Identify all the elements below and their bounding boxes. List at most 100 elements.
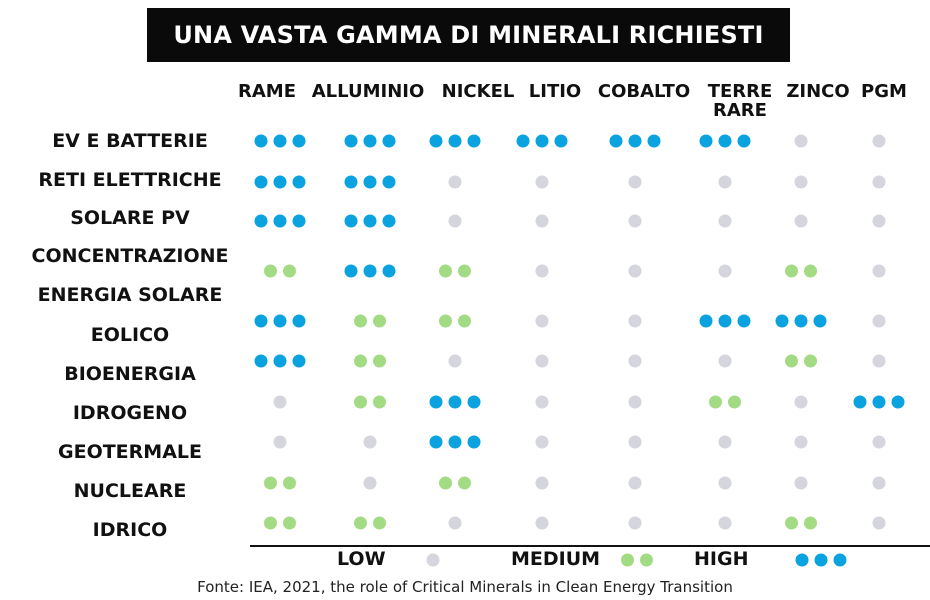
dot-cell: [354, 395, 386, 409]
level-dot: [264, 476, 277, 490]
level-dot: [273, 395, 287, 409]
level-dot: [344, 134, 358, 148]
dot-cell: [872, 175, 886, 189]
level-dot: [794, 314, 808, 328]
dot-cell: [448, 175, 462, 189]
level-dot: [273, 354, 287, 368]
level-dot: [254, 134, 268, 148]
level-dot: [647, 134, 661, 148]
dot-cell: [439, 314, 471, 328]
dot-cell: [718, 476, 732, 490]
level-dot: [448, 134, 462, 148]
dot-cell: [344, 175, 396, 189]
dot-cell: [273, 435, 287, 449]
level-dot: [628, 264, 642, 278]
level-dot: [373, 395, 386, 409]
legend-dot: [833, 553, 847, 567]
level-dot: [363, 134, 377, 148]
legend-dots: [795, 553, 847, 567]
level-dot: [344, 214, 358, 228]
dot-cell: [872, 134, 886, 148]
level-dot: [382, 134, 396, 148]
level-dot: [718, 314, 732, 328]
level-dot: [718, 214, 732, 228]
level-dot: [467, 395, 481, 409]
level-dot: [628, 175, 642, 189]
level-dot: [273, 175, 287, 189]
dot-cell: [709, 395, 741, 409]
column-header: NICKEL: [441, 81, 515, 102]
dot-cell: [628, 264, 642, 278]
dot-cell: [628, 516, 642, 530]
level-dot: [628, 395, 642, 409]
dot-cell: [344, 134, 396, 148]
level-dot: [718, 435, 732, 449]
level-dot: [448, 354, 462, 368]
dot-cell: [794, 214, 808, 228]
level-dot: [363, 264, 377, 278]
level-dot: [628, 314, 642, 328]
dot-cell: [628, 435, 642, 449]
dot-cell: [794, 175, 808, 189]
level-dot: [439, 264, 452, 278]
dot-cell: [439, 476, 471, 490]
legend-dots: [621, 553, 653, 567]
dot-cell: [718, 516, 732, 530]
level-dot: [737, 314, 751, 328]
dot-cell: [628, 354, 642, 368]
level-dot: [354, 354, 367, 368]
level-dot: [382, 175, 396, 189]
level-dot: [535, 214, 549, 228]
level-dot: [273, 435, 287, 449]
level-dot: [448, 516, 462, 530]
dot-cell: [363, 476, 377, 490]
level-dot: [448, 175, 462, 189]
column-header: COBALTO: [597, 81, 691, 102]
row-label: EV E BATTERIE: [52, 130, 208, 152]
column-header: PGM: [861, 81, 907, 102]
dot-cell: [794, 476, 808, 490]
bottom-rule: [250, 545, 930, 547]
level-dot: [354, 516, 367, 530]
level-dot: [628, 476, 642, 490]
level-dot: [785, 354, 798, 368]
dot-cell: [448, 354, 462, 368]
dot-cell: [872, 264, 886, 278]
level-dot: [264, 516, 277, 530]
level-dot: [254, 175, 268, 189]
dot-cell: [535, 314, 549, 328]
dot-cell: [273, 395, 287, 409]
level-dot: [283, 476, 296, 490]
level-dot: [535, 264, 549, 278]
level-dot: [737, 134, 751, 148]
dot-cell: [718, 175, 732, 189]
level-dot: [354, 395, 367, 409]
level-dot: [292, 134, 306, 148]
level-dot: [728, 395, 741, 409]
level-dot: [628, 435, 642, 449]
dot-cell: [264, 264, 296, 278]
dot-cell: [439, 264, 471, 278]
level-dot: [718, 264, 732, 278]
level-dot: [813, 314, 827, 328]
level-dot: [872, 314, 886, 328]
dot-cell: [699, 134, 751, 148]
column-header: LITIO: [528, 81, 582, 102]
dot-cell: [254, 214, 306, 228]
level-dot: [718, 516, 732, 530]
dot-cell: [718, 354, 732, 368]
level-dot: [292, 214, 306, 228]
level-dot: [535, 476, 549, 490]
dot-cell: [516, 134, 568, 148]
dot-cell: [628, 175, 642, 189]
level-dot: [535, 134, 549, 148]
column-header: RAME: [238, 81, 296, 102]
dot-cell: [535, 264, 549, 278]
dot-cell: [853, 395, 905, 409]
dot-cell: [254, 175, 306, 189]
level-dot: [292, 314, 306, 328]
dot-cell: [354, 354, 386, 368]
level-dot: [628, 354, 642, 368]
row-label: CONCENTRAZIONE ENERGIA SOLARE: [31, 245, 229, 306]
level-dot: [535, 354, 549, 368]
